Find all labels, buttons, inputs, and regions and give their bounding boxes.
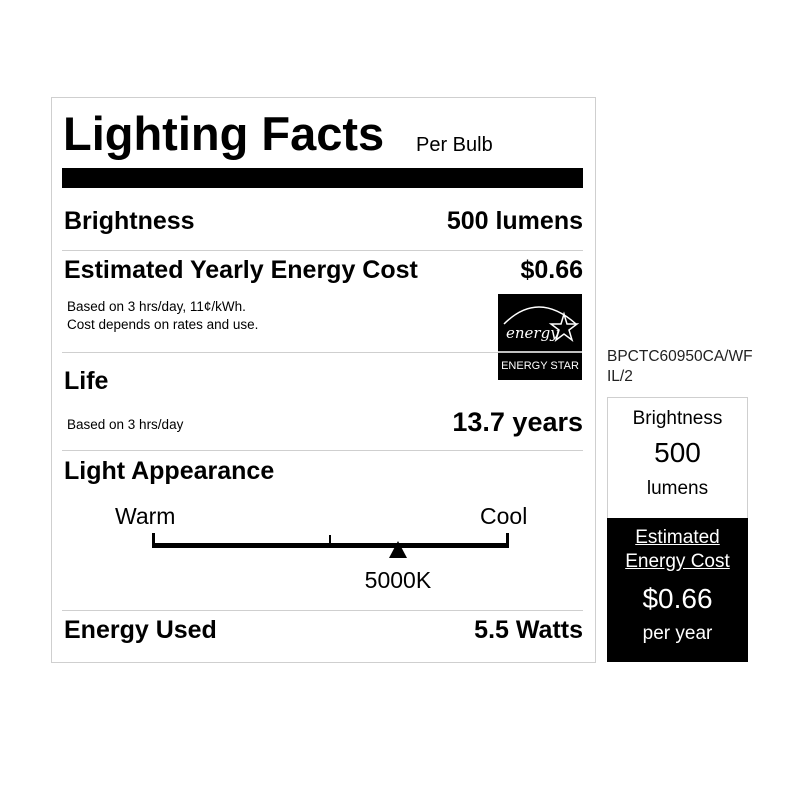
model-code: IL/2 [607,368,633,385]
scale-tick [506,533,509,548]
side-brightness-value: 500 [654,437,701,468]
energy-star-icon: energy [498,306,582,353]
scale-tick [329,535,331,547]
energy-star-logo: energy ENERGY STAR [498,294,582,380]
side-cost-label: Energy Cost [625,551,730,572]
side-cost-unit: per year [642,623,713,644]
life-label: Life [64,367,109,395]
side-cost-label: Estimated [635,527,720,548]
side-cost-value: $0.66 [642,583,713,614]
lighting-facts-label [51,97,596,663]
warm-label: Warm [115,503,176,529]
divider [62,450,583,451]
side-cost-box [607,518,748,662]
divider [62,352,498,353]
cool-label: Cool [480,503,528,529]
cost-label: Estimated Yearly Energy Cost [64,256,418,284]
side-brightness-box [607,397,748,518]
svg-text:energy: energy [506,324,559,342]
energy-used-label: Energy Used [64,616,217,644]
energy-star-text: ENERGY STAR [501,360,579,372]
title-bar [62,168,583,188]
label-subtitle: Per Bulb [416,134,493,156]
model-code: BPCTC60950CA/WF [607,348,753,365]
divider [62,610,583,611]
life-note: Based on 3 hrs/day [67,417,184,432]
brightness-label: Brightness [64,207,195,235]
life-value: 13.7 years [452,407,583,437]
color-temp-value: 5000K [364,567,432,593]
label-title: Lighting Facts [63,107,385,160]
divider [62,250,583,251]
scale-tick [152,533,155,548]
appearance-label: Light Appearance [64,457,275,485]
color-temp-marker [388,541,407,558]
cost-note: Based on 3 hrs/day, 11¢/kWh. [67,299,246,314]
side-brightness-label: Brightness [632,408,723,429]
side-brightness-unit: lumens [646,478,709,499]
cost-value: $0.66 [520,256,583,284]
energy-used-value: 5.5 Watts [474,616,583,644]
cost-note: Cost depends on rates and use. [67,317,259,332]
brightness-value: 500 lumens [446,207,583,235]
